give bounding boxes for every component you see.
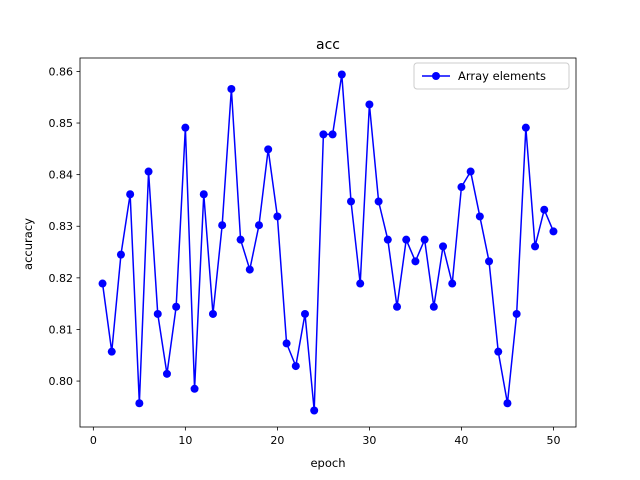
data-point: [485, 257, 494, 266]
data-point: [254, 221, 263, 230]
data-point: [429, 302, 438, 311]
data-point: [208, 309, 217, 318]
data-point: [107, 347, 116, 356]
series-layer: [98, 70, 558, 415]
data-point: [549, 227, 558, 236]
data-point: [98, 279, 107, 288]
data-point: [540, 205, 549, 214]
data-point: [383, 235, 392, 244]
data-point: [420, 235, 429, 244]
legend-box: [413, 62, 570, 90]
legend-label: Array elements: [458, 69, 546, 83]
data-point: [116, 250, 125, 259]
data-point: [300, 309, 309, 318]
data-point: [411, 257, 420, 266]
data-point: [521, 123, 530, 132]
data-point: [273, 212, 282, 221]
y-axis-label: accuracy: [21, 218, 35, 270]
data-point: [190, 384, 199, 393]
data-point: [310, 406, 319, 415]
data-point: [365, 100, 374, 109]
data-point: [218, 221, 227, 230]
chart-title: acc: [316, 37, 340, 53]
plot-background: [80, 58, 576, 427]
data-point: [181, 123, 190, 132]
data-point: [144, 167, 153, 176]
plot-frame: [79, 57, 577, 428]
data-point: [172, 302, 181, 311]
data-point: [264, 145, 273, 154]
legend: Array elements: [413, 62, 570, 90]
x-tick-label: 10: [178, 434, 192, 447]
data-point: [448, 279, 457, 288]
data-point: [475, 212, 484, 221]
y-tick-label: 0.84: [49, 169, 74, 182]
axes-layer: 0 10 20 30 40 50 0.80 0.81 0.82 0.83 0.84 0.85 0.86: [49, 57, 577, 447]
x-axis-label: epoch: [310, 456, 345, 470]
y-tick-label: 0.85: [49, 117, 74, 130]
data-point: [135, 399, 144, 408]
data-point: [162, 369, 171, 378]
data-point: [512, 309, 521, 318]
y-tick-label: 0.86: [49, 65, 74, 78]
x-tick-label: 0: [90, 434, 97, 447]
data-point: [494, 347, 503, 356]
data-point: [374, 197, 383, 206]
data-point: [245, 265, 254, 274]
plot-area: [80, 58, 576, 427]
data-point: [457, 183, 466, 192]
data-point: [393, 302, 402, 311]
x-tick-label: 30: [362, 434, 376, 447]
data-point: [153, 309, 162, 318]
data-point: [291, 362, 300, 371]
data-point: [531, 242, 540, 251]
legend-marker: [432, 72, 440, 80]
series-line: [101, 73, 555, 412]
data-point: [337, 70, 346, 79]
data-point: [466, 167, 475, 176]
data-point: [328, 130, 337, 139]
data-point: [227, 84, 236, 93]
data-point: [319, 130, 328, 139]
data-point: [282, 339, 291, 348]
data-point: [126, 190, 135, 199]
data-point: [199, 190, 208, 199]
data-point: [236, 235, 245, 244]
data-point: [347, 197, 356, 206]
data-point: [402, 235, 411, 244]
data-point: [356, 279, 365, 288]
y-tick-label: 0.83: [49, 220, 74, 233]
x-tick-label: 50: [546, 434, 560, 447]
data-point: [439, 242, 448, 251]
y-tick-label: 0.81: [49, 323, 74, 336]
y-tick-label: 0.82: [49, 272, 74, 285]
y-tick-label: 0.80: [49, 375, 74, 388]
x-tick-label: 20: [270, 434, 284, 447]
data-point: [503, 399, 512, 408]
x-tick-label: 40: [454, 434, 468, 447]
